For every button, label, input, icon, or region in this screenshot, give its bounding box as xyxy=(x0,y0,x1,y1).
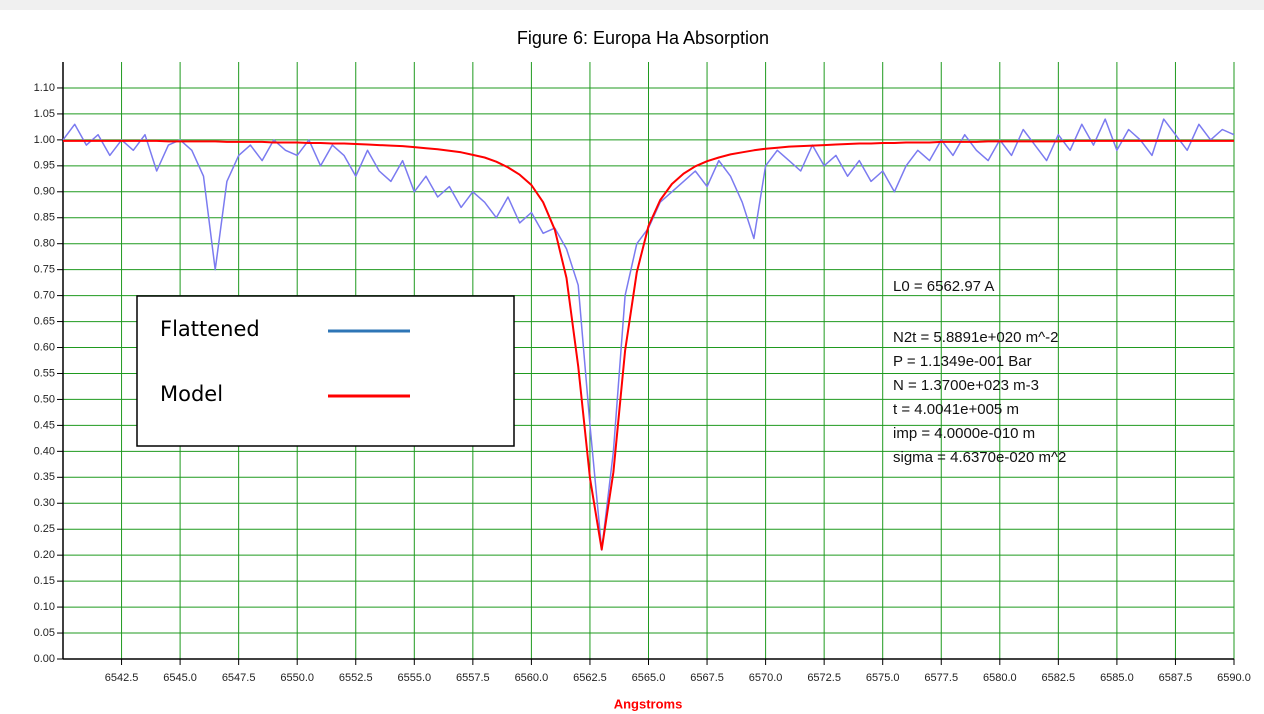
y-tick-label: 1.00 xyxy=(34,134,55,146)
x-tick-label: 6580.0 xyxy=(983,672,1017,684)
x-tick-label: 6567.5 xyxy=(690,672,724,684)
y-tick-label: 1.10 xyxy=(34,82,55,94)
x-tick-label: 6582.5 xyxy=(1042,672,1076,684)
y-tick-label: 0.85 xyxy=(34,212,55,224)
x-tick-label: 6577.5 xyxy=(924,672,958,684)
y-tick-label: 0.00 xyxy=(34,653,55,665)
x-tick-label: 6575.0 xyxy=(866,672,900,684)
y-tick-label: 0.05 xyxy=(34,627,55,639)
y-tick-label: 0.30 xyxy=(34,497,55,509)
annotation: N = 1.3700e+023 m-3 xyxy=(893,377,1039,394)
annotation: N2t = 5.8891e+020 m^-2 xyxy=(893,329,1058,346)
x-tick-label: 6587.5 xyxy=(1159,672,1193,684)
x-tick-label: 6550.0 xyxy=(280,672,314,684)
x-tick-label: 6572.5 xyxy=(807,672,841,684)
annotation: t = 4.0041e+005 m xyxy=(893,401,1019,418)
legend-label: Flattened xyxy=(160,317,260,341)
x-tick-label: 6542.5 xyxy=(105,672,139,684)
y-tick-label: 0.25 xyxy=(34,523,55,535)
x-tick-label: 6565.0 xyxy=(632,672,666,684)
y-tick-label: 0.35 xyxy=(34,471,55,483)
y-tick-label: 0.55 xyxy=(34,367,55,379)
x-tick-label: 6555.0 xyxy=(397,672,431,684)
x-tick-label: 6562.5 xyxy=(573,672,607,684)
x-tick-label: 6570.0 xyxy=(749,672,783,684)
series-line xyxy=(63,139,1234,551)
annotation: imp = 4.0000e-010 m xyxy=(893,425,1035,442)
x-tick-label: 6557.5 xyxy=(456,672,490,684)
y-tick-label: 0.10 xyxy=(34,601,55,613)
y-tick-label: 0.80 xyxy=(34,238,55,250)
y-tick-label: 0.45 xyxy=(34,419,55,431)
y-tick-label: 0.95 xyxy=(34,160,55,172)
x-tick-label: 6585.0 xyxy=(1100,672,1134,684)
y-tick-label: 1.05 xyxy=(34,108,55,120)
annotation: P = 1.1349e-001 Bar xyxy=(893,353,1032,370)
y-tick-label: 0.70 xyxy=(34,290,55,302)
x-axis-label: Angstroms xyxy=(614,696,683,711)
y-tick-label: 0.75 xyxy=(34,264,55,276)
x-tick-label: 6545.0 xyxy=(163,672,197,684)
y-tick-label: 0.50 xyxy=(34,393,55,405)
legend-label: Model xyxy=(160,382,223,406)
top-strip xyxy=(0,0,1264,10)
x-tick-label: 6560.0 xyxy=(515,672,549,684)
y-tick-label: 0.90 xyxy=(34,186,55,198)
annotation: sigma = 4.6370e-020 m^2 xyxy=(893,449,1066,466)
chart-title: Figure 6: Europa Ha Absorption xyxy=(517,28,769,48)
x-tick-label: 6590.0 xyxy=(1217,672,1251,684)
y-tick-label: 0.40 xyxy=(34,445,55,457)
x-tick-label: 6547.5 xyxy=(222,672,256,684)
y-tick-label: 0.60 xyxy=(34,341,55,353)
y-tick-label: 0.15 xyxy=(34,575,55,587)
legend-box xyxy=(136,295,515,447)
annotation: L0 = 6562.97 A xyxy=(893,278,994,295)
y-tick-label: 0.65 xyxy=(34,315,55,327)
y-tick-label: 0.20 xyxy=(34,549,55,561)
x-tick-label: 6552.5 xyxy=(339,672,373,684)
